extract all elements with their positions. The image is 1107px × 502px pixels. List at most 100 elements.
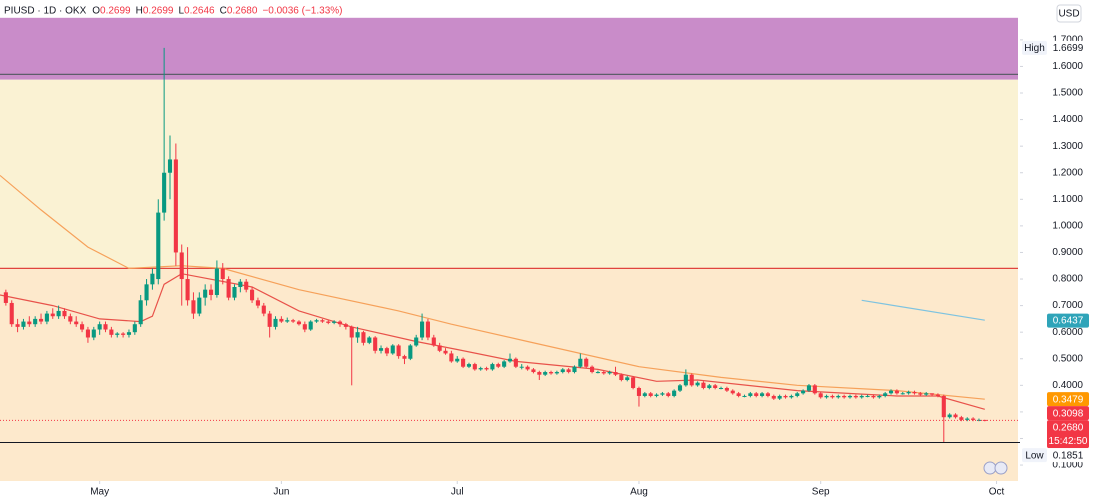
ohlc-value: 0.2699 [100, 6, 131, 17]
candle-body [162, 172, 167, 213]
candle-body [683, 374, 688, 386]
price-marker-box [1047, 406, 1089, 421]
candle-body [654, 394, 659, 396]
candle-body [97, 324, 102, 330]
price-marker-box [1047, 392, 1089, 407]
candle-body [226, 279, 231, 298]
candle-body [167, 159, 173, 173]
candle-body [296, 321, 302, 325]
ohlc-value: 0.2699 [143, 6, 174, 17]
candle-body [953, 414, 958, 418]
candle-body [519, 366, 524, 368]
candle-body [677, 385, 683, 391]
price-marker-label: 0.6437 [1053, 316, 1084, 327]
candle-body [349, 326, 354, 338]
x-tick-label: Aug [630, 487, 648, 498]
y-tick-label: 0.4000 [1052, 380, 1083, 391]
indicator-line [0, 174, 985, 400]
candle-body [261, 305, 266, 314]
candle-body [631, 377, 636, 388]
candle-body [894, 390, 899, 394]
zone [0, 79, 1018, 269]
candle-body [156, 212, 161, 280]
y-tick-label: 0.1000 [1052, 460, 1083, 471]
candle-body [783, 395, 788, 398]
candle-body [595, 372, 600, 374]
candle-body [689, 374, 694, 386]
candle-body [695, 382, 700, 386]
candle-body [490, 364, 495, 370]
candle-body [935, 394, 940, 396]
header: PIUSD · 1D · OKX O 0.2699 H 0.2699 L 0.2646 C 0.… [4, 6, 343, 17]
candle-body [402, 356, 407, 359]
x-tick-label: Sep [812, 487, 830, 498]
candle-body [836, 395, 841, 398]
price-marker-label: 0.3098 [1053, 408, 1084, 419]
candle-body [378, 348, 384, 351]
candle-body [191, 300, 196, 314]
candle-body [754, 393, 759, 396]
candle-body [232, 287, 237, 298]
y-tick-label: 1.2000 [1052, 167, 1083, 178]
candle-body [250, 289, 255, 301]
candle-body [965, 418, 970, 420]
candle-body [115, 333, 120, 335]
event-icon[interactable] [983, 461, 997, 475]
y-tick-label: 1.3000 [1052, 141, 1083, 152]
candle-body [883, 393, 888, 396]
candle-body [3, 292, 8, 303]
candle-body [718, 387, 724, 389]
y-tick-label: 0.8000 [1052, 274, 1083, 285]
candle-body [824, 395, 829, 398]
candle-body [537, 372, 542, 375]
candle-body [584, 358, 589, 367]
candle-body [707, 385, 712, 388]
price-marker-box [1047, 420, 1089, 449]
candle-body [496, 364, 501, 367]
plot-area [0, 17, 1020, 481]
price-marker-tag-box [1022, 40, 1047, 55]
candle-body [279, 318, 284, 322]
candle-body [601, 372, 606, 374]
candle-body [38, 318, 44, 322]
candle-body [320, 320, 325, 322]
candle-body [543, 372, 548, 375]
candle-body [877, 395, 882, 398]
candle-body [396, 345, 401, 357]
y-tick-label: 0.5000 [1052, 353, 1083, 364]
event-icon[interactable] [994, 461, 1008, 475]
candle-body [625, 377, 630, 381]
candle-body [853, 395, 858, 398]
candle-body [27, 321, 32, 325]
candle-body [812, 385, 817, 394]
candle-body [619, 374, 624, 381]
candle-body [900, 393, 905, 395]
candle-body [525, 366, 530, 370]
candle-body [795, 393, 800, 396]
y-tick-label: 1.5000 [1052, 88, 1083, 99]
candle-body [730, 390, 735, 394]
price-marker-box [1047, 40, 1089, 55]
ohlc-label: C [220, 6, 227, 17]
candle-body [906, 391, 911, 394]
y-tick-label: 1.7000 [1052, 35, 1083, 46]
candle-body [924, 393, 929, 395]
candle-body [343, 324, 348, 327]
zone [0, 17, 1018, 80]
candle-body [478, 368, 483, 370]
price-marker-label: 1.6699 [1053, 43, 1084, 54]
y-tick-label: 1.4000 [1052, 114, 1083, 125]
currency-box[interactable] [1056, 4, 1082, 23]
candle-body [267, 313, 272, 327]
candle-body [255, 300, 260, 306]
candle-body [930, 393, 935, 395]
candle-body [736, 393, 741, 396]
candle-body [74, 321, 79, 325]
price-countdown: 15:42:50 [1049, 436, 1088, 447]
candle-body [789, 395, 794, 398]
candle-body [443, 350, 448, 354]
candle-body [437, 345, 442, 351]
candle-body [472, 364, 477, 370]
candle-body [830, 395, 835, 398]
candle-body [431, 337, 436, 346]
